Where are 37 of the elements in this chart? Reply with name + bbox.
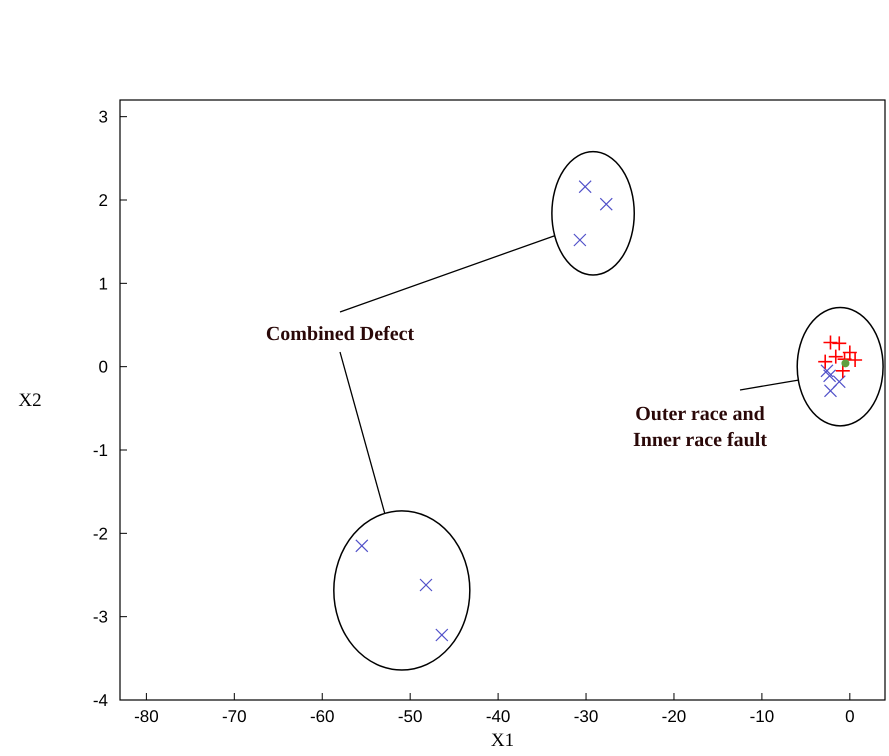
- x-axis-title: X1: [490, 730, 514, 751]
- point: [841, 359, 850, 368]
- point: [573, 233, 586, 247]
- x-tick-label: -80: [134, 707, 159, 726]
- x-tick-label: 0: [845, 707, 855, 726]
- point: [828, 348, 844, 364]
- point: [355, 539, 368, 552]
- y-axis-title: X2: [18, 390, 42, 411]
- point: [832, 375, 846, 388]
- point: [817, 354, 834, 370]
- point: [435, 628, 448, 642]
- x-tick-label: -30: [574, 707, 598, 726]
- y-tick-label: 0: [98, 358, 108, 377]
- y-tick-label: -2: [92, 524, 108, 544]
- y-tick-label: -4: [92, 691, 108, 710]
- point: [600, 198, 613, 211]
- x-tick-label: -20: [662, 707, 686, 726]
- point: [419, 578, 433, 592]
- y-tick-label: 1: [98, 274, 108, 294]
- y-tick-label: 2: [98, 191, 108, 210]
- annotation: Combined Defect: [266, 323, 414, 345]
- x-tick-label: -10: [750, 707, 774, 726]
- point: [820, 364, 834, 378]
- y-tick-label: 3: [98, 108, 108, 127]
- point: [824, 384, 838, 398]
- annotation: Outer race and Inner race fault: [632, 403, 768, 451]
- point: [822, 334, 838, 350]
- x-tick-label: -40: [486, 707, 510, 726]
- point: [578, 180, 592, 194]
- point: [831, 336, 848, 352]
- x-tick-label: -50: [398, 707, 422, 726]
- y-tick-label: -1: [92, 441, 108, 460]
- point: [823, 369, 836, 382]
- x-tick-label: -70: [222, 707, 247, 726]
- point: [834, 363, 851, 379]
- y-tick-label: -3: [92, 608, 108, 627]
- x-tick-label: -60: [310, 707, 335, 726]
